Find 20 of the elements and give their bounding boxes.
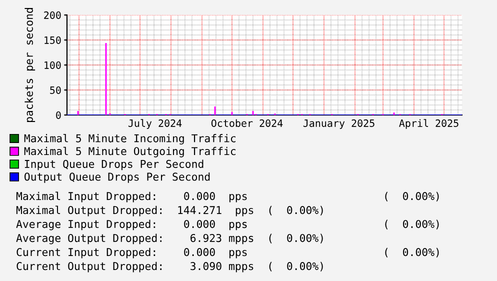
y-tick-label: 50 bbox=[50, 86, 61, 94]
text: Current Output Dropped: 3.090 mpps ( 0.00%) bbox=[16, 262, 323, 272]
legend-label: Maximal 5 Minute Incoming Traffic bbox=[24, 134, 236, 144]
y-axis-title: packets per second bbox=[24, 8, 36, 122]
legend-label: Input Queue Drops Per Second bbox=[24, 160, 204, 170]
y-tick-label: 150 bbox=[44, 36, 61, 44]
y-tick-label: 100 bbox=[44, 61, 61, 69]
text: Average Input Dropped: 0.000 pps ( 0.00%) bbox=[16, 220, 439, 230]
x-tick-label: April 2025 bbox=[399, 119, 458, 129]
x-tick-label: October 2024 bbox=[211, 119, 283, 127]
text: Maximal Output Dropped: 144.271 pps ( 0.00%) bbox=[16, 206, 323, 216]
legend-label: Maximal 5 Minute Outgoing Traffic bbox=[24, 146, 236, 158]
y-tick-label: 200 bbox=[44, 11, 61, 19]
text: Maximal Input Dropped: 0.000 pps ( 0.00%) bbox=[16, 192, 439, 202]
text: Average Output Dropped: 6.923 mpps ( 0.00%) bbox=[16, 234, 323, 244]
text: Current Input Dropped: 0.000 pps ( 0.00%) bbox=[16, 248, 439, 258]
x-tick-label: July 2024 bbox=[128, 119, 182, 129]
y-tick-label: 0 bbox=[56, 111, 61, 119]
x-tick-label: January 2025 bbox=[303, 119, 374, 129]
legend-label: Output Queue Drops Per Second bbox=[24, 172, 210, 183]
